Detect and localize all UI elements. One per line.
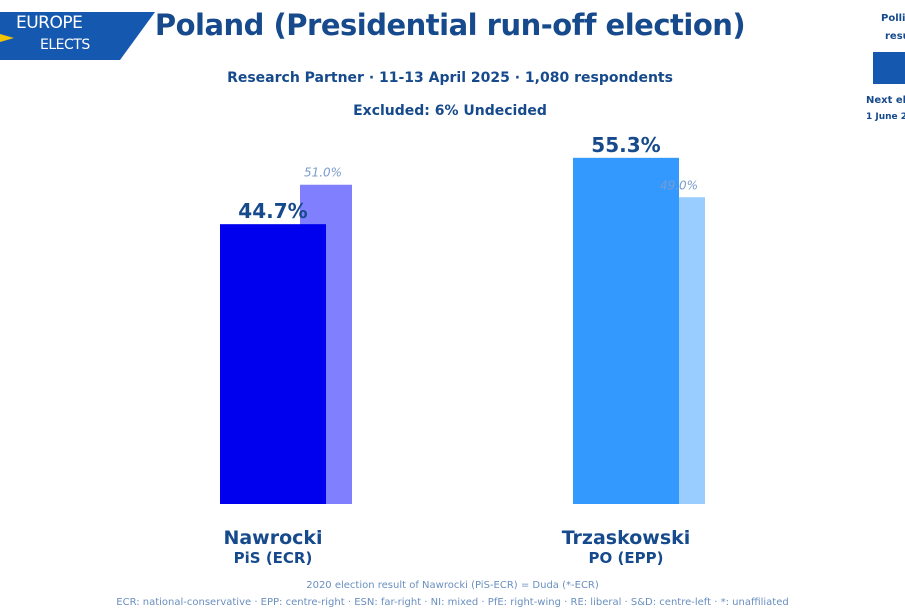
previous-value-label: 51.0% (304, 166, 342, 180)
next-election-date: 1 June 20 (866, 112, 905, 122)
europe-elects-logo (0, 12, 155, 60)
excluded-note: Excluded: 6% Undecided (353, 103, 547, 119)
candidate-name: Trzaskowski (561, 527, 691, 549)
candidate-party: PiS (ECR) (233, 549, 313, 567)
candidate-label-nawrocki: Nawrocki PiS (ECR) (173, 527, 373, 567)
polling-label: Polli (881, 13, 905, 24)
footer-note: 2020 election result of Nawrocki (PiS-EC… (306, 580, 599, 591)
polling-results-button[interactable] (873, 52, 905, 84)
next-election-label: Next el (866, 95, 905, 106)
value-label: 55.3% (591, 133, 660, 157)
logo-text-europe: EUROPE (16, 13, 83, 33)
results-label: resu (885, 31, 905, 42)
bar-nawrocki (220, 224, 326, 505)
footer-legend: ECR: national-conservative · EPP: centre… (116, 597, 789, 608)
value-label: 44.7% (238, 199, 307, 223)
logo-text-elects: ELECTS (40, 37, 90, 53)
bar-trzaskowski (573, 157, 679, 504)
poll-subtitle: Research Partner · 11-13 April 2025 · 1,… (227, 70, 673, 86)
candidate-label-trzaskowski: Trzaskowski PO (EPP) (526, 527, 726, 567)
page-title: Poland (Presidential run-off election) (154, 8, 746, 42)
candidate-name: Nawrocki (223, 527, 323, 549)
candidate-party: PO (EPP) (588, 549, 664, 567)
previous-value-label: 49.0% (660, 178, 698, 192)
